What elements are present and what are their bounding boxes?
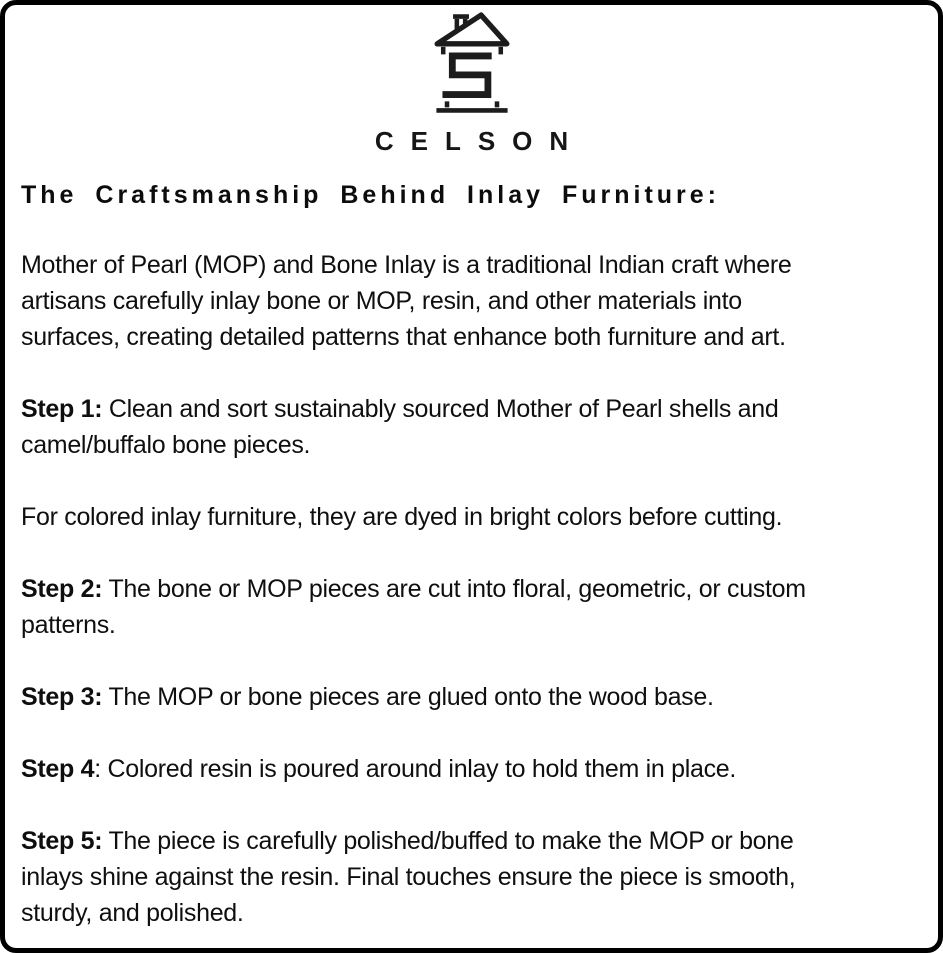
brand-name: CELSON: [374, 126, 586, 156]
step-label: Step 4: [21, 755, 95, 783]
paragraph-text: Clean and sort sustainably sourced Mothe…: [21, 395, 779, 459]
paragraph-colored-inlay-note: For colored inlay furniture, they are dy…: [21, 499, 922, 535]
paragraph-step-2: Step 2: The bone or MOP pieces are cut i…: [21, 571, 922, 643]
step-label: Step 2:: [21, 575, 103, 603]
article-body: The Craftsmanship Behind Inlay Furniture…: [5, 179, 938, 931]
paragraph-step-3: Step 3: The MOP or bone pieces are glued…: [21, 679, 922, 715]
step-label: Step 1:: [21, 395, 103, 423]
paragraph-text: : Colored resin is poured around inlay t…: [94, 755, 737, 783]
paragraph-step-1: Step 1: Clean and sort sustainably sourc…: [21, 391, 922, 463]
paragraph-intro: Mother of Pearl (MOP) and Bone Inlay is …: [21, 247, 922, 355]
celson-house-logo-icon: [434, 12, 509, 113]
paragraph-step-4: Step 4: Colored resin is poured around i…: [21, 751, 922, 787]
paragraph-text: The MOP or bone pieces are glued onto th…: [102, 683, 714, 711]
paragraph-step-5: Step 5: The piece is carefully polished/…: [21, 823, 922, 931]
step-label: Step 3:: [21, 683, 103, 711]
paragraph-text: The bone or MOP pieces are cut into flor…: [21, 575, 806, 639]
paragraph-text: The piece is carefully polished/buffed t…: [21, 827, 796, 927]
step-label: Step 5:: [21, 827, 103, 855]
brand-header: CELSON: [5, 9, 938, 157]
paragraph-text: Mother of Pearl (MOP) and Bone Inlay is …: [21, 251, 792, 351]
paragraph-text: For colored inlay furniture, they are dy…: [21, 503, 783, 531]
page-title: The Craftsmanship Behind Inlay Furniture…: [21, 181, 720, 209]
